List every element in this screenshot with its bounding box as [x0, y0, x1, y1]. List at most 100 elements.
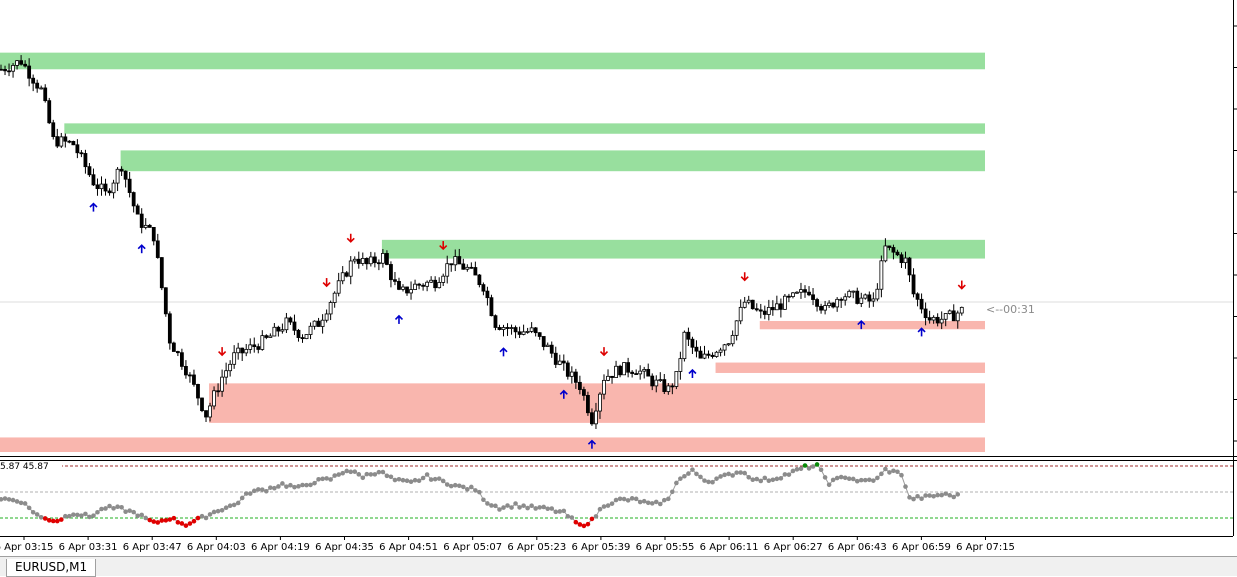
indicator-oversold-dot	[191, 518, 197, 524]
arrow-head	[394, 314, 404, 320]
indicator-dot	[569, 515, 575, 520]
candle-body	[401, 286, 405, 290]
candle-body	[244, 348, 249, 354]
candle-body	[537, 332, 542, 337]
arrow-head	[346, 237, 355, 243]
indicator-dot	[850, 476, 856, 482]
arrow-head	[587, 439, 597, 445]
candle-body	[111, 182, 116, 194]
candle-body	[19, 60, 24, 65]
indicator-dot	[955, 492, 961, 497]
indicator-overbought-dot	[802, 463, 808, 468]
indicator-dot	[601, 504, 607, 509]
candle-body	[236, 347, 241, 354]
candle-body	[598, 393, 602, 412]
candle-body	[336, 280, 341, 294]
candle-body	[899, 254, 904, 264]
indicator-dot	[846, 476, 852, 482]
indicator-dot	[364, 471, 370, 477]
candle-body	[694, 346, 699, 352]
indicator-dot	[368, 472, 374, 477]
demand-zone	[0, 437, 985, 452]
candle-body	[831, 302, 836, 308]
indicator-oversold-dot	[151, 519, 157, 524]
indicator-oversold-dot	[175, 520, 181, 525]
candle-body	[95, 184, 100, 190]
chart-window[interactable]: <--00:31 5.87 45.87 6 Apr 03:15 6 Apr 03:…	[0, 0, 1237, 556]
candle-body	[119, 168, 124, 172]
indicator-dot	[541, 504, 546, 510]
symbol-tab-bar: EURUSD,M1	[0, 556, 1237, 577]
candle-body	[561, 360, 566, 364]
indicator-dot	[34, 512, 40, 517]
indicator-dot	[778, 476, 784, 481]
candle-body	[7, 70, 11, 73]
indicator-dot	[22, 501, 28, 506]
candle-body	[469, 266, 474, 269]
indicator-dot	[103, 506, 108, 511]
indicator-oversold-dot	[589, 516, 595, 522]
indicator-dot	[493, 503, 498, 509]
indicator-dot	[352, 469, 358, 474]
candle-body	[296, 329, 301, 338]
indicator-dot	[83, 511, 88, 517]
indicator-dot	[272, 485, 277, 491]
buy-arrow-icon	[394, 314, 404, 324]
countdown-timer: <--00:31	[986, 303, 1035, 316]
indicator-dot	[806, 466, 812, 471]
candle-body	[163, 287, 168, 315]
candle-body	[843, 296, 848, 301]
candle-body	[955, 312, 960, 322]
candle-body	[123, 170, 128, 180]
candle-body	[706, 353, 711, 356]
candle-body	[698, 350, 703, 359]
candle-body	[783, 295, 787, 310]
candle-body	[553, 352, 558, 365]
candle-body	[722, 344, 727, 351]
indicator-oversold-dot	[46, 518, 52, 523]
candle-body	[517, 331, 522, 335]
candle-body	[678, 358, 683, 372]
indicator-dot	[207, 512, 213, 517]
candle-body	[79, 152, 84, 155]
price-chart[interactable]: <--00:31 5.87 45.87 6 Apr 03:15 6 Apr 03:…	[0, 0, 1237, 556]
indicator-dot	[557, 509, 563, 514]
buy-arrow-icon	[499, 347, 508, 357]
candle-body	[332, 292, 337, 303]
indicator-dot	[505, 503, 510, 508]
candle-body	[847, 290, 852, 298]
candle-body	[11, 65, 15, 72]
candle-body	[545, 344, 550, 347]
candle-body	[429, 279, 434, 283]
indicator-dot	[762, 475, 768, 481]
indicator-dot	[284, 484, 289, 489]
indicator-dot	[63, 513, 68, 519]
candle-body	[360, 258, 365, 264]
arrow-head	[499, 347, 508, 353]
candle-body	[638, 370, 643, 375]
indicator-dot	[312, 480, 317, 486]
buy-arrow-icon	[89, 202, 98, 212]
indicator-dot	[690, 467, 695, 472]
indicator-dot	[525, 505, 530, 511]
candle-body	[867, 294, 872, 302]
indicator-dot	[754, 476, 760, 482]
indicator-oversold-dot	[147, 517, 153, 523]
candle-body	[714, 351, 719, 357]
sell-arrow-icon	[439, 241, 448, 251]
symbol-tab-eurusd-m1[interactable]: EURUSD,M1	[6, 559, 97, 577]
indicator-dot	[400, 477, 406, 483]
candle-body	[300, 337, 305, 340]
indicator-dot	[927, 493, 932, 498]
time-label: 6 Apr 05:23	[507, 542, 566, 553]
candle-body	[35, 82, 40, 89]
candle-body	[758, 309, 763, 312]
indicator-dot	[328, 477, 333, 482]
candle-body	[807, 291, 811, 296]
candle-body	[690, 338, 695, 348]
candle-body	[911, 274, 916, 295]
indicator-dot	[211, 509, 217, 515]
indicator-oversold-dot	[42, 516, 48, 521]
candle-body	[533, 327, 538, 334]
indicator-dot	[18, 500, 24, 506]
